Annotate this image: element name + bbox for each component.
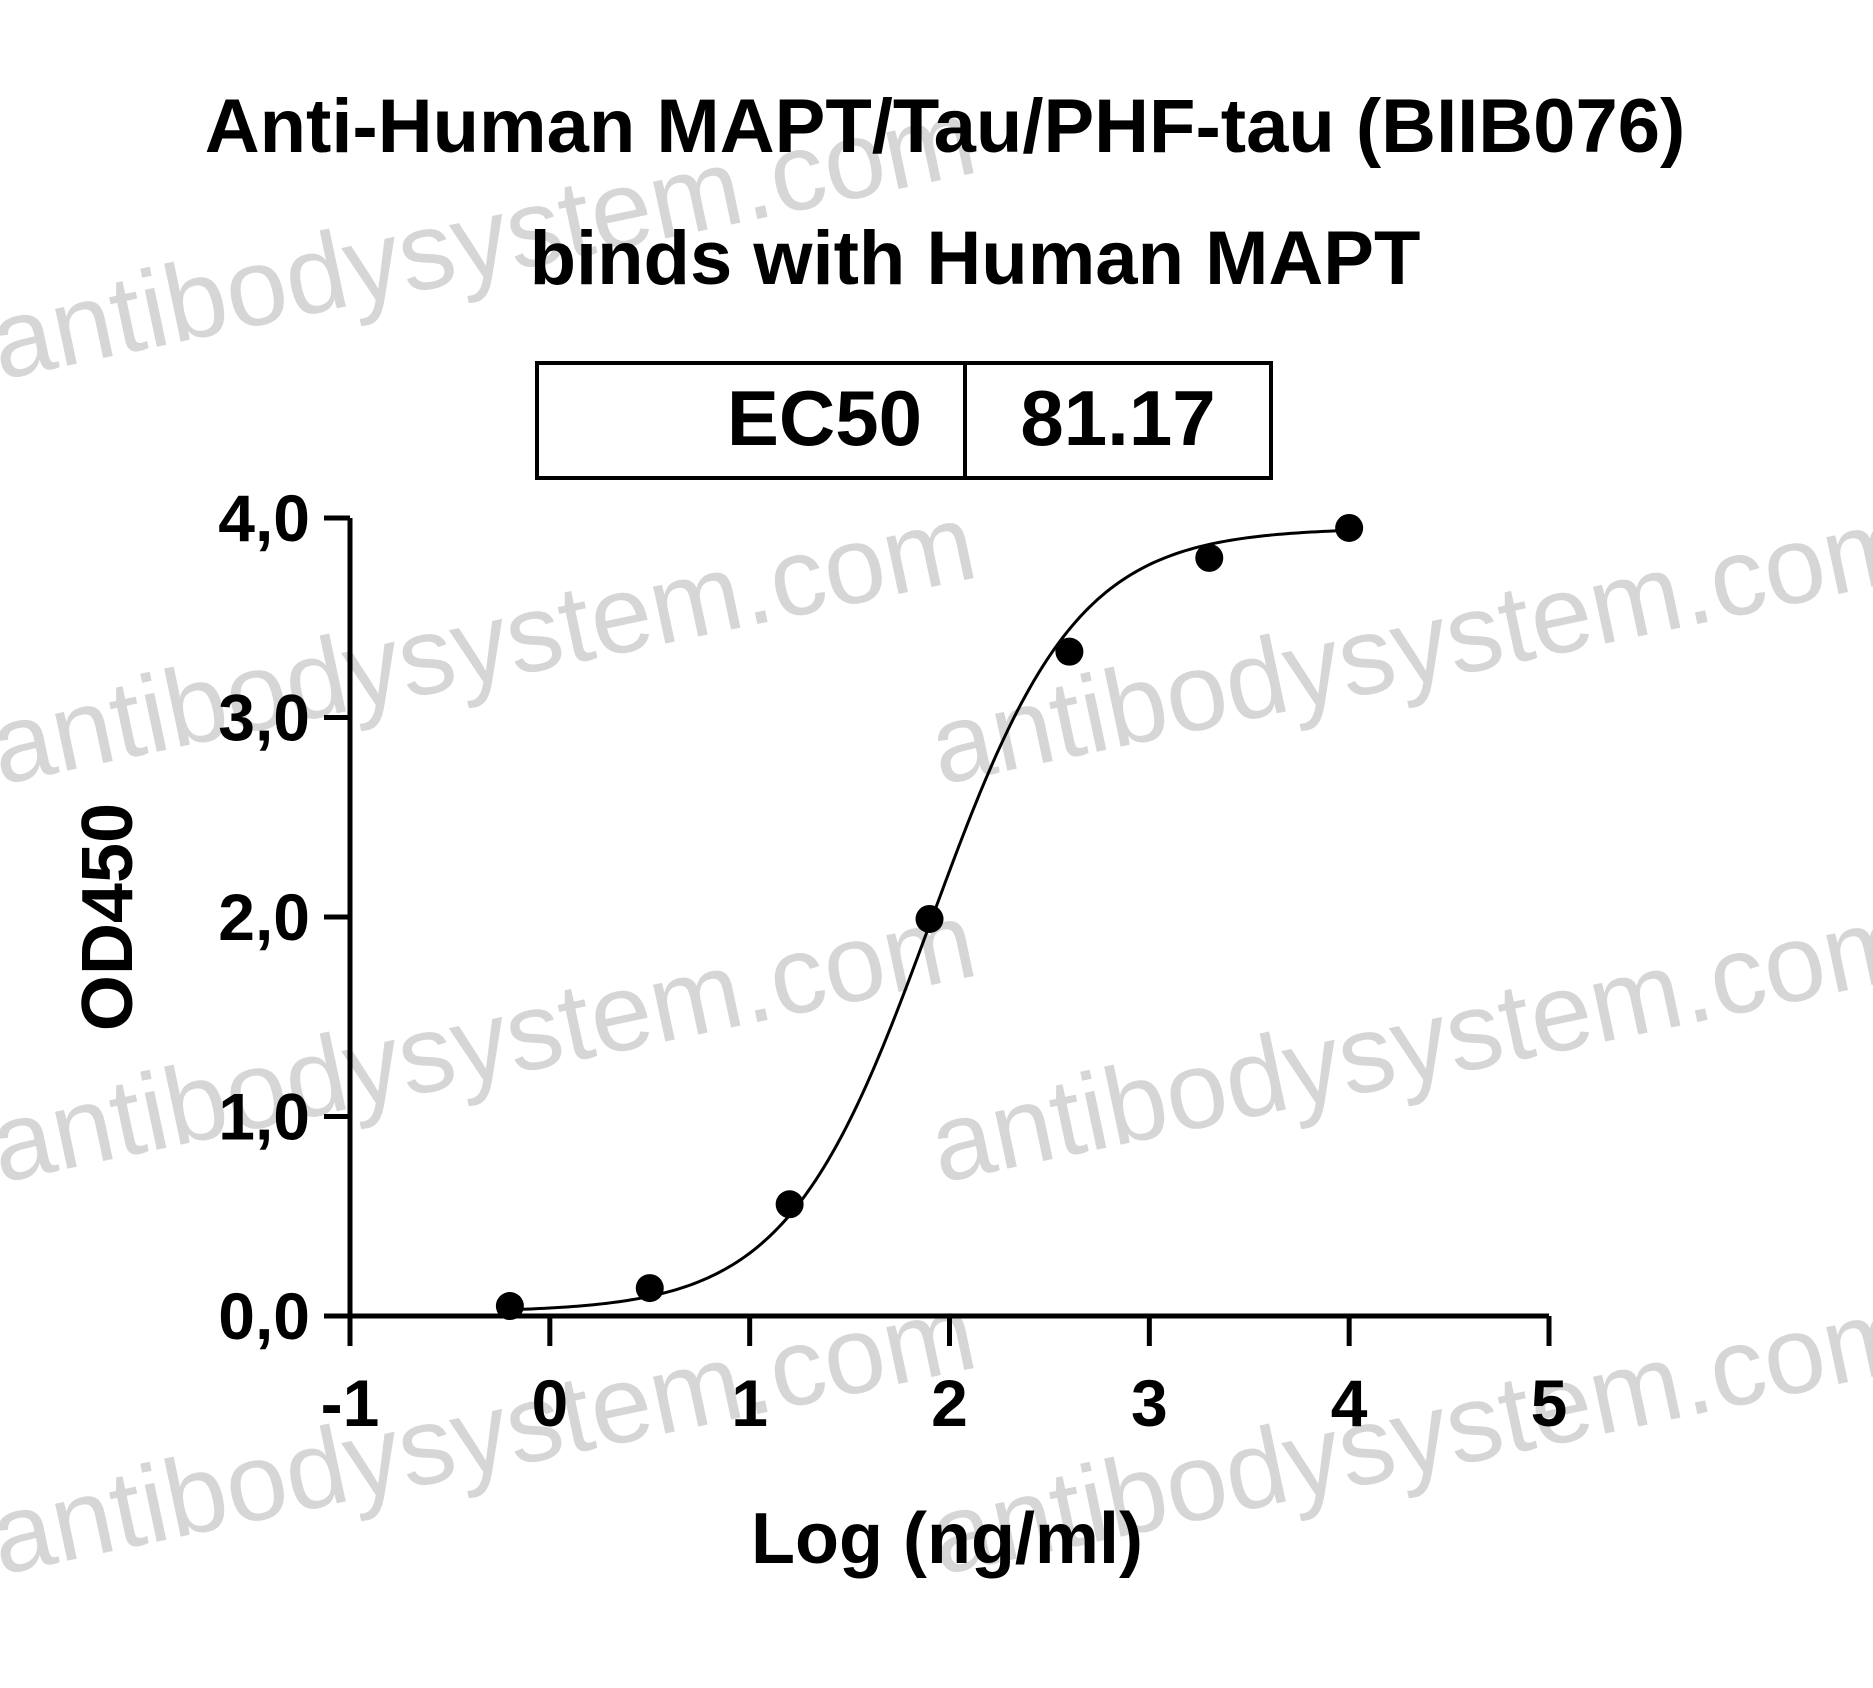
chart-title-line2: binds with Human MAPT (530, 216, 1421, 301)
watermark-text: antibodysystem.com (0, 480, 986, 809)
data-point (1055, 637, 1084, 666)
watermark-text: antibodysystem.com (919, 878, 1873, 1207)
chart-title-line1: Anti-Human MAPT/Tau/PHF-tau (BIIB076) (205, 84, 1686, 169)
y-tick-label: 4,0 (218, 481, 310, 555)
y-tick-label: 3,0 (218, 681, 310, 755)
x-tick-label: -1 (321, 1366, 380, 1440)
data-point (775, 1190, 804, 1219)
data-point (635, 1274, 664, 1303)
x-tick-label: 5 (1531, 1366, 1568, 1440)
y-axis-label: OD450 (68, 803, 148, 1031)
x-axis-label: Log (ng/ml) (751, 1499, 1143, 1579)
x-tick-label: 4 (1331, 1366, 1368, 1440)
x-tick-label: 0 (531, 1366, 568, 1440)
data-point (1195, 543, 1224, 572)
y-tick-label: 1,0 (218, 1080, 310, 1154)
data-point (1335, 513, 1364, 542)
ec50-table: EC50 81.17 (535, 361, 1273, 480)
ec50-label: EC50 (727, 374, 922, 462)
ec50-table-border (535, 361, 1273, 480)
y-tick-label: 2,0 (218, 880, 310, 954)
data-point (915, 904, 944, 933)
data-points (495, 513, 1364, 1321)
y-ticks: 0,0 1,0 2,0 3,0 4,0 (218, 481, 350, 1353)
x-tick-label: 3 (1131, 1366, 1168, 1440)
y-tick-label: 0,0 (218, 1279, 310, 1353)
x-ticks: -1 0 1 2 3 4 5 (321, 1316, 1568, 1440)
data-point (495, 1292, 524, 1321)
ec50-value: 81.17 (1020, 374, 1215, 462)
x-tick-label: 1 (731, 1366, 768, 1440)
x-tick-label: 2 (931, 1366, 968, 1440)
